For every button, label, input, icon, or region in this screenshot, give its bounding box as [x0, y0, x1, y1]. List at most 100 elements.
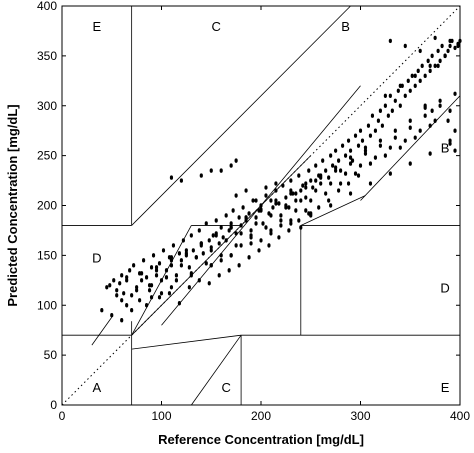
data-point [281, 183, 285, 188]
zone-boundary-line [300, 195, 366, 226]
data-point [383, 93, 387, 98]
data-point [264, 193, 268, 198]
data-point [249, 228, 253, 233]
data-point [251, 198, 255, 203]
data-point [289, 188, 293, 193]
data-point [184, 251, 188, 256]
data-point [418, 48, 422, 54]
data-point [259, 207, 263, 212]
data-point [363, 151, 368, 156]
data-point [169, 263, 174, 268]
data-point [199, 241, 203, 246]
data-point [244, 188, 248, 193]
data-point [436, 63, 440, 69]
data-point [264, 225, 268, 230]
y-tick-label: 200 [37, 199, 57, 213]
data-point [436, 48, 440, 54]
data-point [201, 251, 205, 256]
data-point [413, 83, 417, 89]
data-point [164, 268, 169, 273]
x-axis-title: Reference Concentration [mg/dL] [158, 432, 364, 447]
y-tick-label: 50 [44, 348, 58, 362]
data-point [209, 248, 213, 253]
data-point [115, 288, 119, 293]
data-point [157, 261, 162, 266]
data-point [227, 228, 231, 233]
data-point [428, 63, 432, 69]
data-point [207, 281, 211, 286]
data-point [356, 173, 361, 178]
data-point [406, 78, 410, 84]
data-point [179, 178, 183, 183]
data-point [274, 181, 278, 186]
y-tick-label: 350 [37, 49, 57, 63]
data-point [214, 218, 218, 223]
data-point [219, 168, 223, 173]
data-point [393, 98, 397, 103]
data-point [108, 283, 112, 288]
y-tick-label: 100 [37, 298, 57, 312]
data-point [279, 213, 283, 218]
data-point [171, 243, 176, 248]
zone-boundary-line [131, 155, 312, 336]
data-point [453, 91, 457, 96]
data-point [294, 191, 298, 196]
data-point [443, 53, 447, 59]
zone-boundary-line [360, 95, 461, 201]
data-point [299, 198, 303, 203]
data-point [267, 243, 271, 248]
data-point [247, 211, 251, 216]
data-point [388, 38, 392, 44]
data-point [366, 123, 371, 128]
data-point [337, 158, 341, 163]
data-point [229, 221, 233, 226]
data-point [277, 235, 281, 240]
data-point [438, 58, 442, 64]
data-point [324, 168, 328, 173]
data-point [329, 203, 333, 208]
data-point [227, 268, 231, 273]
data-point [189, 233, 193, 238]
data-point [403, 138, 407, 143]
data-point [309, 198, 313, 203]
data-point [378, 138, 382, 143]
data-point [174, 273, 179, 278]
data-point [393, 135, 397, 140]
zone-label: A [92, 380, 101, 395]
zone-labels: A B B C C D D E E [92, 19, 450, 395]
data-point [179, 263, 183, 268]
data-point [370, 113, 375, 118]
data-point [204, 261, 208, 266]
data-point [154, 273, 159, 278]
data-point [314, 178, 318, 183]
data-point [169, 258, 174, 263]
data-point [304, 181, 308, 186]
data-point [277, 201, 281, 206]
data-point [132, 263, 136, 268]
data-point [448, 38, 452, 44]
data-point [343, 153, 348, 158]
data-point [204, 221, 208, 226]
data-point [197, 278, 201, 283]
data-point [383, 103, 387, 108]
data-point [269, 198, 273, 203]
data-point [181, 238, 185, 243]
data-point [209, 168, 213, 173]
data-point [324, 191, 328, 196]
data-point [388, 171, 392, 176]
zone-label: E [441, 380, 450, 395]
data-point [169, 175, 174, 180]
data-point [214, 233, 218, 238]
data-point [311, 185, 315, 190]
data-point [229, 253, 233, 258]
data-point [416, 68, 420, 74]
data-point [125, 278, 129, 283]
data-point [199, 173, 203, 178]
data-point [187, 265, 191, 270]
x-tick-label: 100 [151, 409, 171, 423]
data-point [368, 161, 373, 166]
data-point [398, 83, 402, 89]
data-point [234, 158, 238, 163]
data-point [304, 185, 308, 190]
data-points [100, 35, 462, 323]
